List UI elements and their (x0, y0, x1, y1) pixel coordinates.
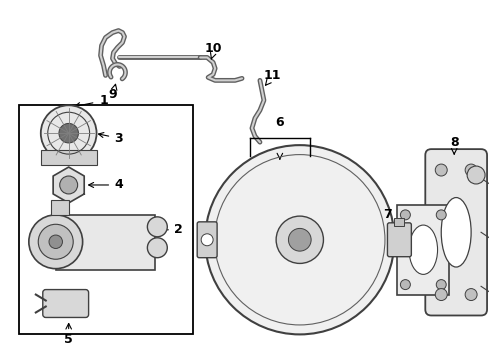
Bar (56, 215, 155, 270)
Polygon shape (53, 167, 84, 203)
Circle shape (435, 289, 447, 301)
Text: 10: 10 (204, 42, 222, 55)
Ellipse shape (441, 198, 471, 267)
Circle shape (41, 105, 97, 161)
Circle shape (49, 235, 62, 248)
Circle shape (201, 234, 213, 246)
Circle shape (205, 145, 394, 334)
Text: 7: 7 (383, 208, 397, 225)
FancyBboxPatch shape (425, 149, 487, 315)
Text: 6: 6 (275, 116, 284, 129)
Circle shape (60, 176, 77, 194)
Circle shape (436, 280, 446, 289)
Circle shape (38, 224, 73, 259)
FancyBboxPatch shape (388, 223, 412, 257)
Circle shape (29, 215, 83, 269)
Ellipse shape (409, 225, 438, 274)
Circle shape (147, 217, 167, 237)
Circle shape (400, 210, 410, 220)
Circle shape (467, 166, 485, 184)
Bar (394, 218, 404, 226)
Bar (397, 205, 449, 294)
Circle shape (289, 228, 311, 251)
Bar (41, 150, 97, 165)
Text: 5: 5 (64, 333, 73, 346)
Text: 1: 1 (99, 94, 108, 107)
Circle shape (465, 289, 477, 301)
Text: 8: 8 (450, 136, 459, 149)
Bar (51, 200, 69, 215)
Circle shape (276, 216, 323, 264)
Text: 9: 9 (108, 88, 117, 101)
Circle shape (435, 164, 447, 176)
Text: 11: 11 (263, 69, 281, 82)
Text: 4: 4 (89, 179, 123, 192)
Circle shape (465, 164, 477, 176)
Circle shape (59, 123, 78, 143)
Text: 3: 3 (98, 132, 123, 145)
Circle shape (147, 238, 167, 258)
Bar (19, 105, 193, 334)
Circle shape (400, 280, 410, 289)
Text: 2: 2 (159, 223, 183, 236)
FancyBboxPatch shape (43, 289, 89, 318)
FancyBboxPatch shape (197, 222, 217, 258)
Circle shape (436, 210, 446, 220)
